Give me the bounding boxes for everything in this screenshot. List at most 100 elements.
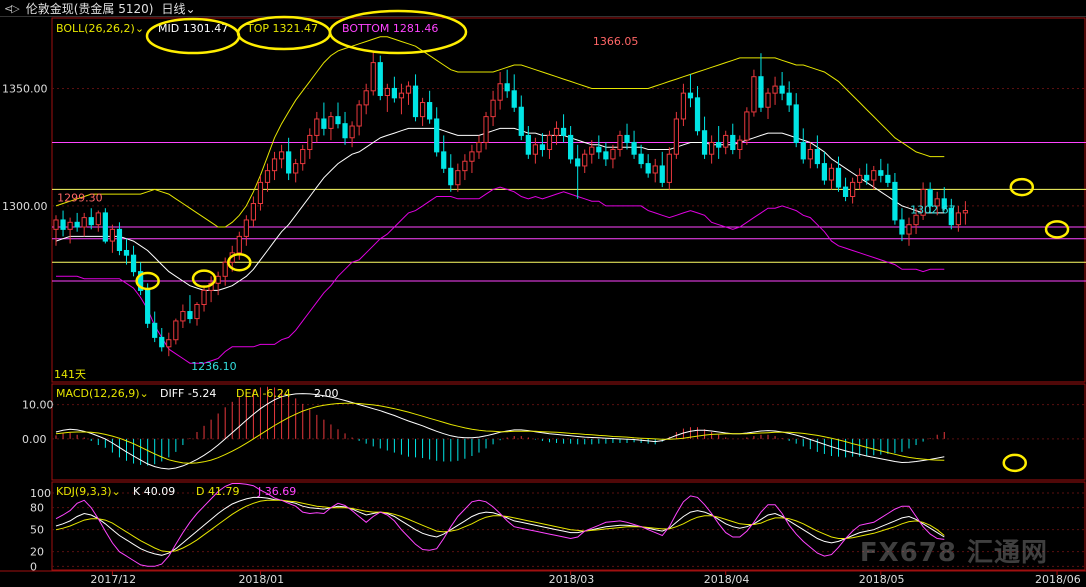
candle-body (631, 141, 637, 155)
candle-body (278, 151, 285, 160)
candle-body (328, 116, 334, 129)
candle-body (906, 224, 912, 235)
candle-body (596, 146, 602, 153)
period-select[interactable]: 日线⌄ (161, 1, 196, 16)
candle-body (575, 158, 581, 167)
candle-body (243, 219, 249, 237)
y-tick-label-kdj: 80 (30, 502, 44, 515)
candle-body (842, 186, 849, 197)
x-tick-label: 2018/03 (549, 573, 595, 586)
candle-body (201, 289, 207, 306)
kdj-d-value: D 41.79 (196, 485, 239, 498)
candle-body (652, 165, 658, 174)
candle-body (264, 170, 271, 183)
candle-body (81, 217, 87, 228)
candle-body (913, 214, 919, 226)
candle-body (666, 153, 672, 183)
candle-body (694, 97, 701, 132)
candle-body (497, 83, 503, 101)
candle-body (779, 85, 785, 94)
highlight-circle (135, 271, 160, 291)
boll-bottom-line (56, 186, 945, 364)
y-tick-label-main: 1350.00 (2, 82, 48, 95)
candle-body (539, 144, 546, 151)
candle-body (152, 322, 158, 338)
candle-body (821, 163, 828, 181)
candle-body (321, 118, 327, 129)
candle-body (800, 141, 806, 160)
candle-body (532, 144, 538, 155)
candle-body (271, 158, 278, 172)
candle-body (476, 141, 482, 153)
macd-dea-line (55, 402, 945, 464)
candle-body (53, 219, 59, 230)
candle-body (744, 111, 750, 141)
candle-body (469, 151, 475, 162)
candle-body (659, 165, 665, 183)
candle-body (116, 228, 123, 251)
candle-body (927, 188, 933, 207)
candle-body (899, 219, 905, 235)
candle-body (504, 83, 510, 92)
y-tick-label-main: 1300.00 (2, 200, 48, 213)
highlight-circle (1002, 453, 1028, 473)
candle-body (377, 62, 383, 96)
y-tick-label-kdj: 100 (30, 487, 51, 500)
kdj-label: KDJ(9,3,3)⌄ (56, 485, 121, 498)
candle-body (455, 170, 461, 186)
y-tick-label-kdj: 0 (30, 560, 37, 573)
candle-body (335, 116, 341, 125)
candle-body (955, 212, 961, 226)
chevron-down-icon: ⌄ (185, 1, 196, 16)
candle-body (60, 219, 66, 230)
candle-body (546, 134, 553, 151)
candle-body (920, 188, 926, 216)
candle-body (159, 336, 165, 348)
candle-body (871, 170, 877, 181)
candle-body (342, 123, 348, 139)
candle-body (786, 92, 792, 106)
candle-body (448, 167, 454, 186)
price-annotation: 1299.30 (57, 192, 103, 205)
macd-dea-value: DEA -6.24 (236, 387, 291, 400)
candle-body (145, 289, 151, 324)
nav-arrows-icon[interactable]: <▷ (4, 1, 20, 15)
candle-body (892, 181, 898, 221)
candle-body (314, 118, 320, 136)
candle-body (525, 134, 531, 155)
kdj-d-line (55, 499, 945, 553)
candle-body (180, 311, 186, 322)
watermark-logo: FX678 汇通网 (859, 538, 1048, 568)
candle-body (716, 141, 722, 148)
candle-body (814, 149, 820, 165)
candle-body (962, 210, 969, 214)
x-tick-label: 2017/12 (90, 573, 136, 586)
candle-body (828, 167, 835, 181)
highlight-circle-bottom (328, 9, 468, 55)
macd-label: MACD(12,26,9)⌄ (56, 387, 149, 400)
kdj-k-value: K 40.09 (133, 485, 175, 498)
candle-body (878, 170, 884, 176)
candle-body (441, 151, 447, 169)
panel-frame-kdj (51, 481, 1086, 571)
panel-frame-macd (51, 383, 1086, 481)
candle-body (582, 153, 588, 167)
price-annotation: 1366.05 (593, 35, 639, 48)
candle-body (758, 76, 764, 108)
candle-body (490, 99, 496, 118)
kdj-j-line (55, 483, 945, 567)
candle-body (941, 198, 947, 209)
candle-body (934, 198, 940, 207)
price-annotation: 1236.10 (191, 360, 237, 373)
candle-body (807, 149, 813, 160)
candle-body (709, 141, 715, 155)
kdj-k-line (55, 496, 945, 556)
candle-body (560, 127, 567, 136)
highlight-circle (191, 269, 217, 288)
candle-body (300, 149, 306, 165)
candle-body (102, 212, 108, 242)
y-tick-label-kdj: 20 (30, 546, 44, 559)
highlight-circle (1009, 177, 1035, 197)
candle-body (405, 85, 412, 94)
candle-body (123, 249, 130, 256)
